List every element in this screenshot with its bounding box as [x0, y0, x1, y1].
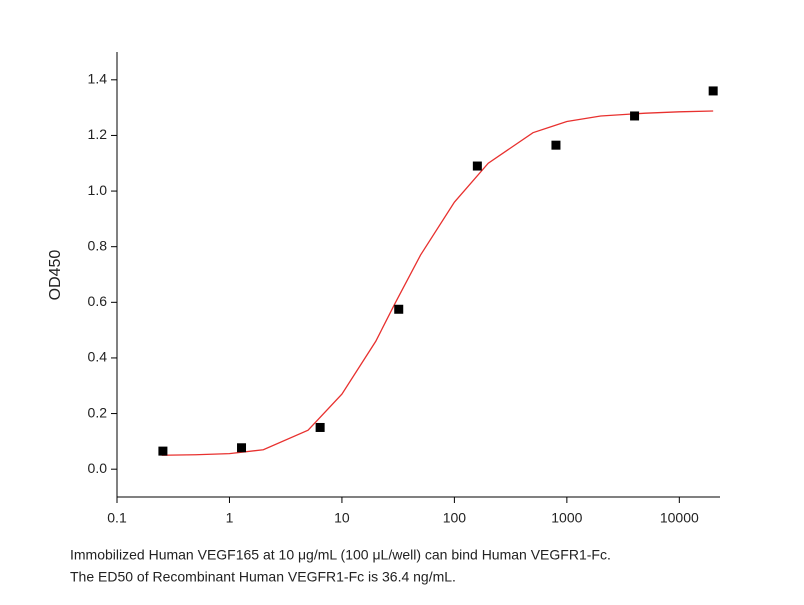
x-tick-label: 1000 — [551, 510, 582, 526]
y-tick-label: 0.0 — [88, 460, 108, 476]
data-point — [472, 161, 482, 171]
fit-curve — [161, 110, 714, 456]
y-tick-label: 0.2 — [88, 404, 108, 420]
y-tick-label: 1.2 — [88, 126, 108, 142]
x-tick-label: 10 — [334, 510, 350, 526]
data-point — [630, 111, 640, 121]
data-point — [315, 422, 325, 432]
caption-line: The ED50 of Recombinant Human VEGFR1-Fc … — [70, 569, 456, 585]
y-tick-label: 0.6 — [88, 293, 108, 309]
data-point — [158, 446, 168, 456]
data-point — [394, 304, 404, 314]
data-point — [551, 140, 561, 150]
y-tick-label: 1.4 — [88, 71, 108, 87]
y-axis-label: OD450 — [47, 250, 64, 301]
x-tick-label: 1 — [226, 510, 234, 526]
data-point — [237, 443, 247, 453]
x-tick-label: 100 — [443, 510, 467, 526]
caption-line: Immobilized Human VEGF165 at 10 μg/mL (1… — [70, 547, 611, 563]
x-tick-label: 0.1 — [107, 510, 127, 526]
y-tick-label: 0.4 — [88, 349, 108, 365]
x-tick-label: 10000 — [660, 510, 699, 526]
y-tick-label: 1.0 — [88, 182, 108, 198]
data-point — [708, 86, 718, 96]
y-tick-label: 0.8 — [88, 237, 108, 253]
